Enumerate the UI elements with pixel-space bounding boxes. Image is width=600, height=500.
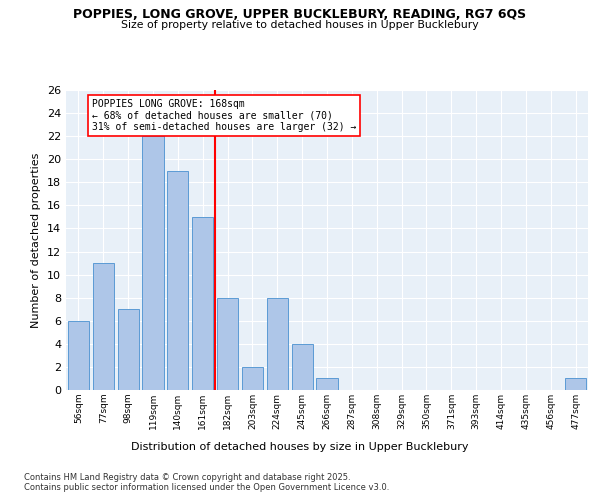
Bar (167, 171, 188, 390)
Bar (267, 298, 288, 390)
Y-axis label: Number of detached properties: Number of detached properties (31, 152, 41, 328)
Text: Distribution of detached houses by size in Upper Bucklebury: Distribution of detached houses by size … (131, 442, 469, 452)
Bar (565, 378, 586, 390)
Bar (242, 367, 263, 390)
Text: Contains public sector information licensed under the Open Government Licence v3: Contains public sector information licen… (24, 482, 389, 492)
Bar (316, 378, 338, 390)
Bar (118, 309, 139, 390)
Bar (93, 263, 114, 390)
Text: POPPIES LONG GROVE: 168sqm
← 68% of detached houses are smaller (70)
31% of semi: POPPIES LONG GROVE: 168sqm ← 68% of deta… (92, 99, 356, 132)
Bar (192, 217, 213, 390)
Bar (217, 298, 238, 390)
Bar (68, 321, 89, 390)
Text: POPPIES, LONG GROVE, UPPER BUCKLEBURY, READING, RG7 6QS: POPPIES, LONG GROVE, UPPER BUCKLEBURY, R… (73, 8, 527, 20)
Text: Size of property relative to detached houses in Upper Bucklebury: Size of property relative to detached ho… (121, 20, 479, 30)
Bar (292, 344, 313, 390)
Bar (142, 136, 164, 390)
Text: Contains HM Land Registry data © Crown copyright and database right 2025.: Contains HM Land Registry data © Crown c… (24, 472, 350, 482)
